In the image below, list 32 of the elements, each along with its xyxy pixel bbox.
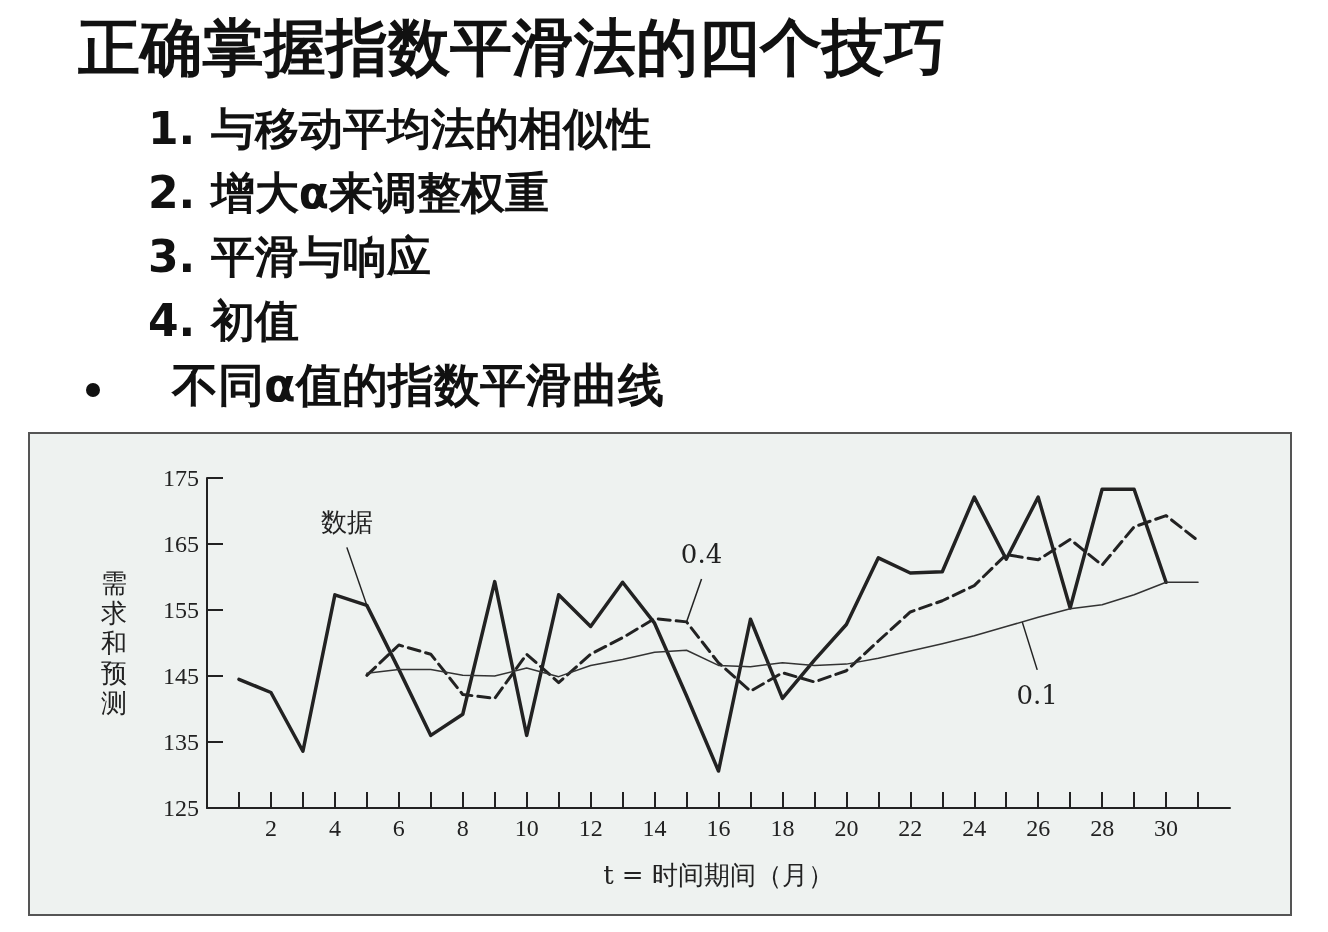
annotation: 0.1	[1016, 679, 1058, 710]
y-tick-label: 145	[163, 663, 199, 689]
x-axis-title: t = 时间期间（月）	[603, 860, 834, 890]
x-tick-label: 12	[578, 815, 603, 841]
y-tick-label: 165	[163, 531, 199, 557]
x-tick-label: 2	[264, 815, 277, 841]
text: 1. 与移动平均法的相似性	[148, 102, 651, 156]
x-tick-label: 14	[642, 815, 667, 841]
x-tick-label: 24	[962, 815, 987, 841]
chart-title: 正确掌握指数平滑法的四个技巧	[78, 10, 946, 86]
x-tick-label: 26	[1026, 815, 1051, 841]
y-tick-label: 135	[163, 729, 199, 755]
text: 3. 平滑与响应	[148, 230, 431, 284]
y-tick-label: 125	[163, 795, 199, 821]
x-tick-label: 30	[1154, 815, 1179, 841]
y-axis-title: 需求和预测	[101, 568, 127, 718]
x-tick-label: 4	[328, 815, 341, 841]
y-tick-label: 155	[163, 597, 199, 623]
x-tick-label: 28	[1090, 815, 1115, 841]
x-tick-label: 16	[706, 815, 731, 841]
text: 2. 增大α来调整权重	[148, 166, 549, 220]
x-tick-label: 10	[514, 815, 539, 841]
x-tick-label: 22	[898, 815, 923, 841]
text: 4. 初值	[148, 294, 299, 348]
chart-subtitle: 不同α值的指数平滑曲线	[172, 357, 664, 414]
annotation: 0.4	[680, 538, 723, 569]
x-tick-label: 8	[456, 815, 469, 841]
x-tick-label: 6	[392, 815, 405, 841]
annotation: 数据	[320, 507, 373, 538]
x-tick-label: 20	[834, 815, 859, 841]
y-tick-label: 175	[163, 465, 199, 491]
x-tick-label: 18	[770, 815, 795, 841]
